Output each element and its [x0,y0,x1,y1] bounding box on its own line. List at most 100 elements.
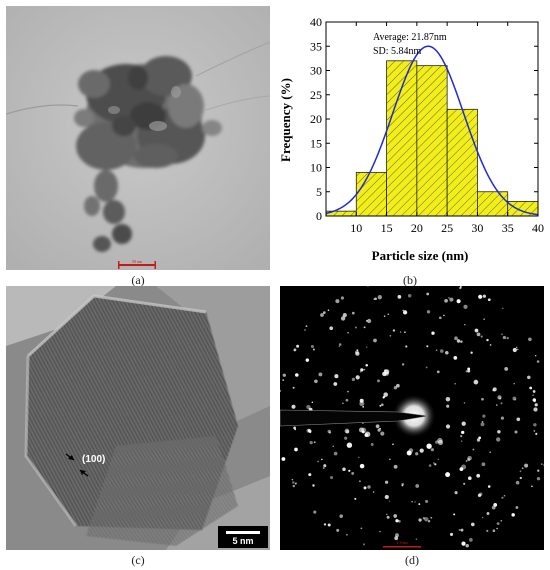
diffraction-spot [282,373,286,377]
diffraction-spot [514,430,518,434]
diffraction-spot [384,494,389,500]
diffraction-spot [309,440,313,445]
diffraction-spot [422,517,426,520]
diffraction-spot [503,494,506,497]
diffraction-spot [506,336,509,340]
diffraction-spot [461,421,466,426]
diffraction-spot [480,335,483,338]
diffraction-spot [527,375,531,380]
diffraction-spot [380,431,385,436]
diffraction-spot [474,328,479,333]
diffraction-spot [458,528,461,532]
diffraction-spot [476,438,481,442]
diffraction-spot [467,455,472,461]
diffraction-spot [512,396,517,401]
diffraction-spot [454,491,458,495]
diffraction-spot [398,519,401,523]
diffraction-spot [515,346,518,349]
diffraction-spot [445,424,451,429]
diffraction-spot [338,345,340,347]
diffraction-spot [344,436,348,440]
diffraction-spot [425,366,428,369]
diffraction-spot [469,538,473,542]
diffraction-spot [313,510,317,514]
y-tick-label: 20 [310,112,322,126]
diffraction-spot [305,358,310,362]
tem-image-a: 50 nm [6,6,270,270]
diffraction-spot [335,299,340,304]
diffraction-spot [327,429,331,434]
diffraction-spot [377,295,382,300]
diffraction-spot [487,298,491,302]
diffraction-spot [435,440,439,444]
panel-b-histogram: 0 5 10 15 20 25 30 35 40 10 15 20 25 30 35 40 Average: … [278,8,544,270]
diffraction-spot [386,513,388,516]
diffraction-spot [534,400,536,403]
x-tick-label: 10 [350,221,362,235]
hrtem-image-c: (100) 5 nm [6,286,270,550]
diffraction-spot [516,417,521,422]
diffraction-spot [329,326,334,331]
diffraction-spot [355,351,360,356]
diffraction-spot [443,314,445,317]
diffraction-spot [296,344,300,348]
diffraction-spot [496,437,501,442]
histogram-chart: 0 5 10 15 20 25 30 35 40 10 15 20 25 30 35 40 Average: … [278,15,544,263]
diffraction-spot [374,297,377,301]
diffraction-spot [467,367,471,371]
diffraction-spot [397,295,402,299]
diffraction-spot [292,386,295,389]
diffraction-spot [532,390,536,393]
diffraction-spot [402,310,408,315]
diffraction-spot [366,346,368,348]
diffraction-spot [367,485,371,489]
diffraction-spot [496,522,500,525]
diffraction-spot [415,484,420,488]
diffraction-spot [499,397,502,400]
histogram-bar [355,171,387,217]
annotation-sd: SD: 5.84nm [373,46,422,57]
diffraction-spot [461,541,466,546]
diffraction-spot [305,325,308,327]
x-axis-label: Particle size (nm) [372,248,469,263]
diffraction-spot [445,472,451,478]
diffraction-spot [322,467,325,469]
diffraction-spot [373,338,377,343]
diffraction-spot [382,396,385,399]
diffraction-spot [393,464,398,469]
diffraction-spot [415,538,418,540]
diffraction-spot [489,344,492,346]
diffraction-spot [456,299,461,304]
scale-bar-a [118,264,156,266]
diffraction-spot [437,458,440,461]
diffraction-spot [440,349,444,353]
y-tick-label: 5 [316,185,322,199]
diffraction-spot [362,543,365,546]
diffraction-spot [515,480,520,485]
diffraction-spot [292,484,296,488]
diffraction-spot [358,456,360,458]
diffraction-spot [428,464,432,467]
diffraction-spot [489,451,491,453]
diffraction-spot [438,316,442,320]
diffraction-spot [463,304,468,309]
diffraction-spot [501,333,503,335]
diffraction-spot [394,536,399,541]
diffraction-spot [360,368,364,372]
diffraction-spot [504,366,509,371]
diffraction-spot [355,375,360,380]
diffraction-spot [342,313,347,318]
diffraction-spot [360,527,363,530]
diffraction-spot [363,486,367,490]
x-tick-label: 40 [532,221,544,235]
diffraction-spot [359,370,362,373]
y-tick-label: 30 [310,64,322,78]
histogram-bar [446,108,478,217]
diffraction-spot [424,517,429,522]
histogram-bar [477,191,509,217]
diffraction-spot [465,543,469,548]
diffraction-spot [481,462,486,467]
diffraction-spot [426,292,430,296]
diffraction-spot [323,523,327,526]
diffraction-spot [430,516,433,519]
